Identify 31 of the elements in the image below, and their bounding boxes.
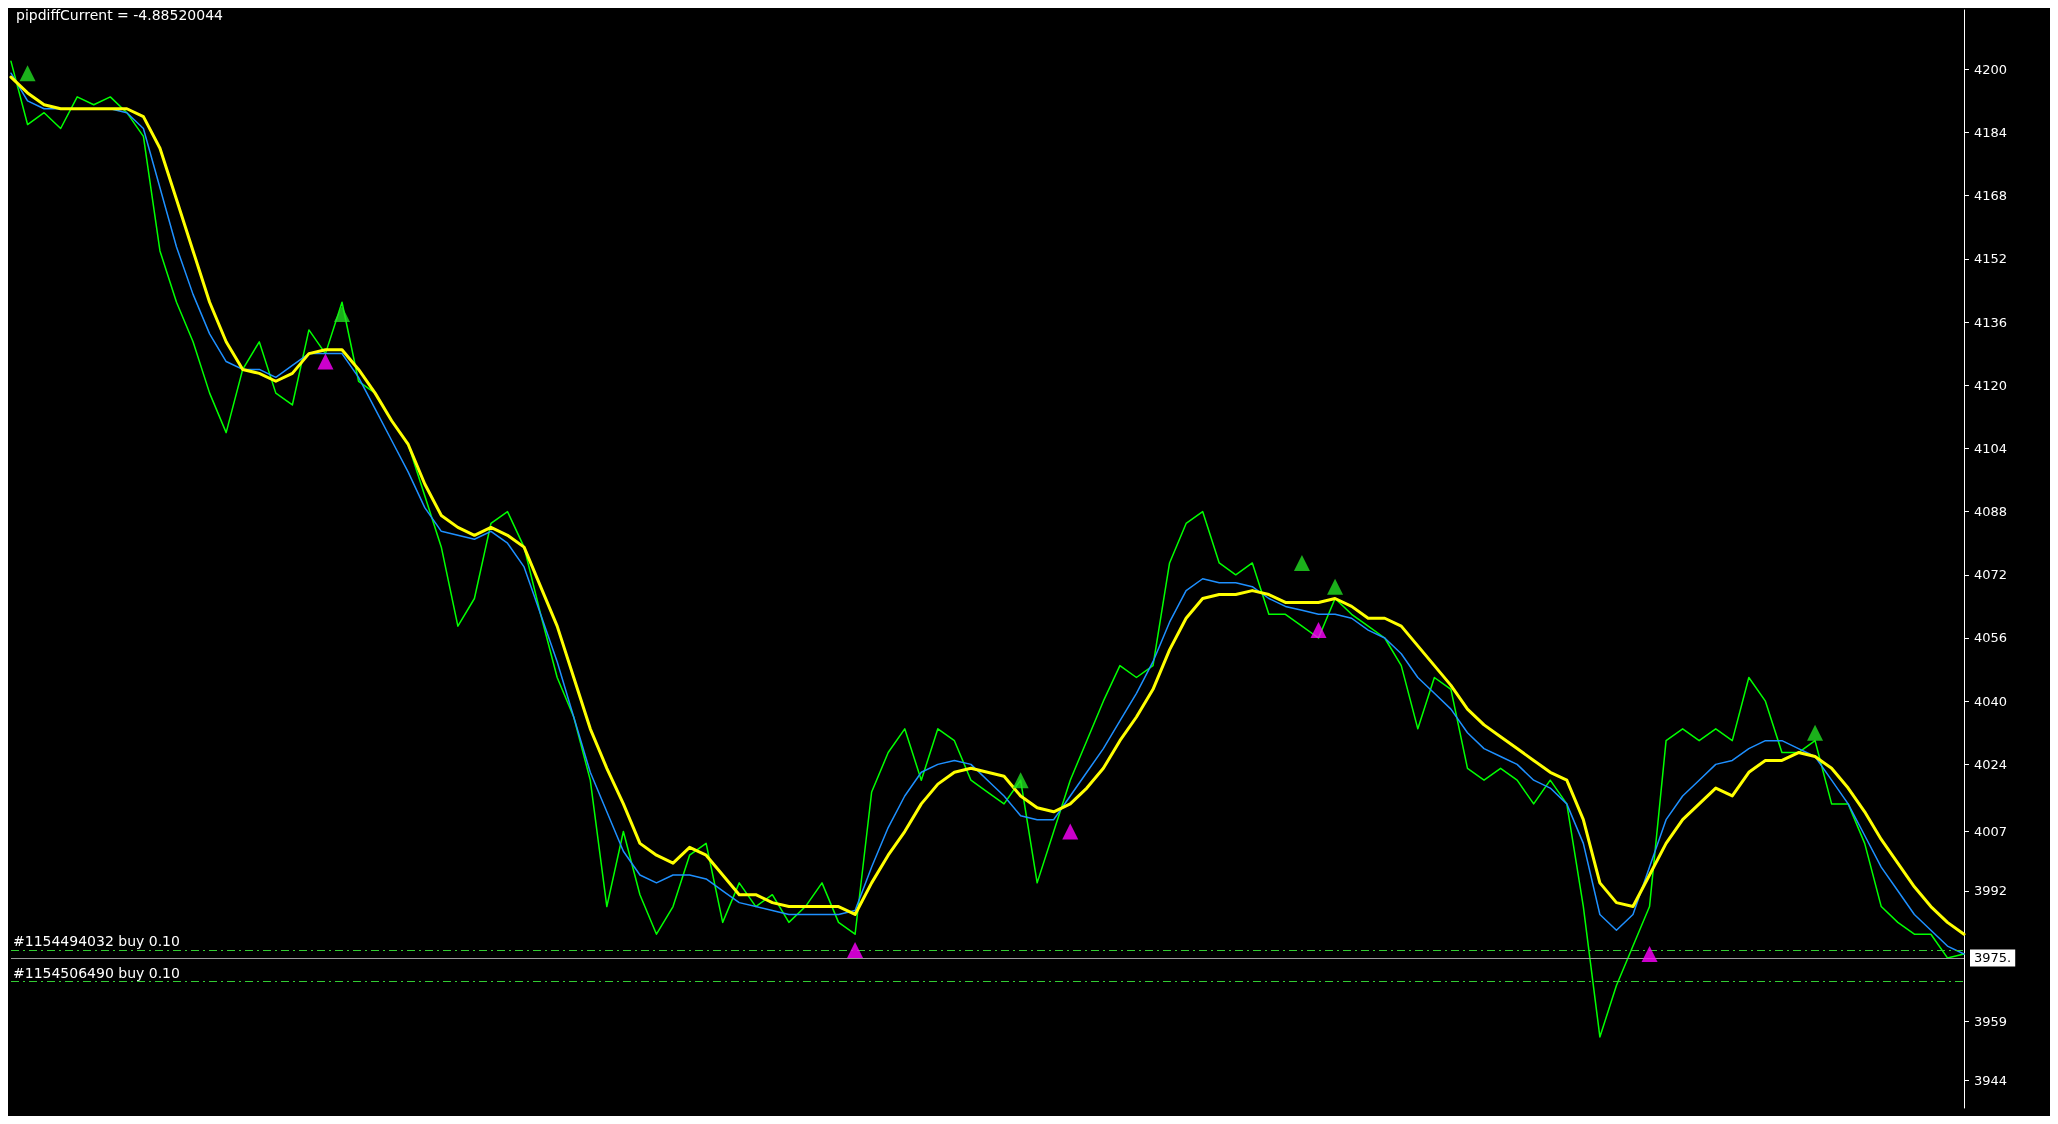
y-tick-label: 3992 <box>1974 883 2008 899</box>
point <box>1293 554 1310 571</box>
annotation: pipdiffCurrent = -4.88520044 <box>16 7 224 23</box>
point <box>334 306 351 323</box>
point <box>1807 724 1824 741</box>
point <box>19 65 36 82</box>
ref-line-label: 3975. <box>1974 950 2012 966</box>
y-tick-label: 4168 <box>1974 188 2008 204</box>
y-tick-label: 4136 <box>1974 314 2008 330</box>
point <box>1641 945 1658 962</box>
y-tick-label: 4104 <box>1974 440 2008 456</box>
y-tick-label: 4152 <box>1974 251 2008 267</box>
point <box>1310 622 1327 639</box>
y-tick-label: 3944 <box>1974 1072 2008 1088</box>
point <box>1012 772 1029 789</box>
ref-line-label: #1154494032 buy 0.10 <box>13 933 180 950</box>
ref-line-label: #1154506490 buy 0.10 <box>13 964 180 981</box>
point <box>317 353 334 370</box>
y-tick-label: 3959 <box>1974 1013 2008 1029</box>
point <box>1327 578 1344 595</box>
y-tick-label: 4120 <box>1974 377 2008 393</box>
y-tick-label: 4200 <box>1974 61 2008 77</box>
y-tick-label: 4040 <box>1974 693 2008 709</box>
y-tick-label: 4072 <box>1974 567 2008 583</box>
y-tick-label: 4024 <box>1974 756 2008 772</box>
point <box>1062 823 1079 840</box>
y-tick-label: 4056 <box>1974 630 2008 646</box>
y-tick-label: 4007 <box>1974 824 2008 840</box>
y-tick-label: 4088 <box>1974 504 2008 520</box>
y-tick-label: 4184 <box>1974 124 2008 140</box>
point <box>847 942 864 959</box>
